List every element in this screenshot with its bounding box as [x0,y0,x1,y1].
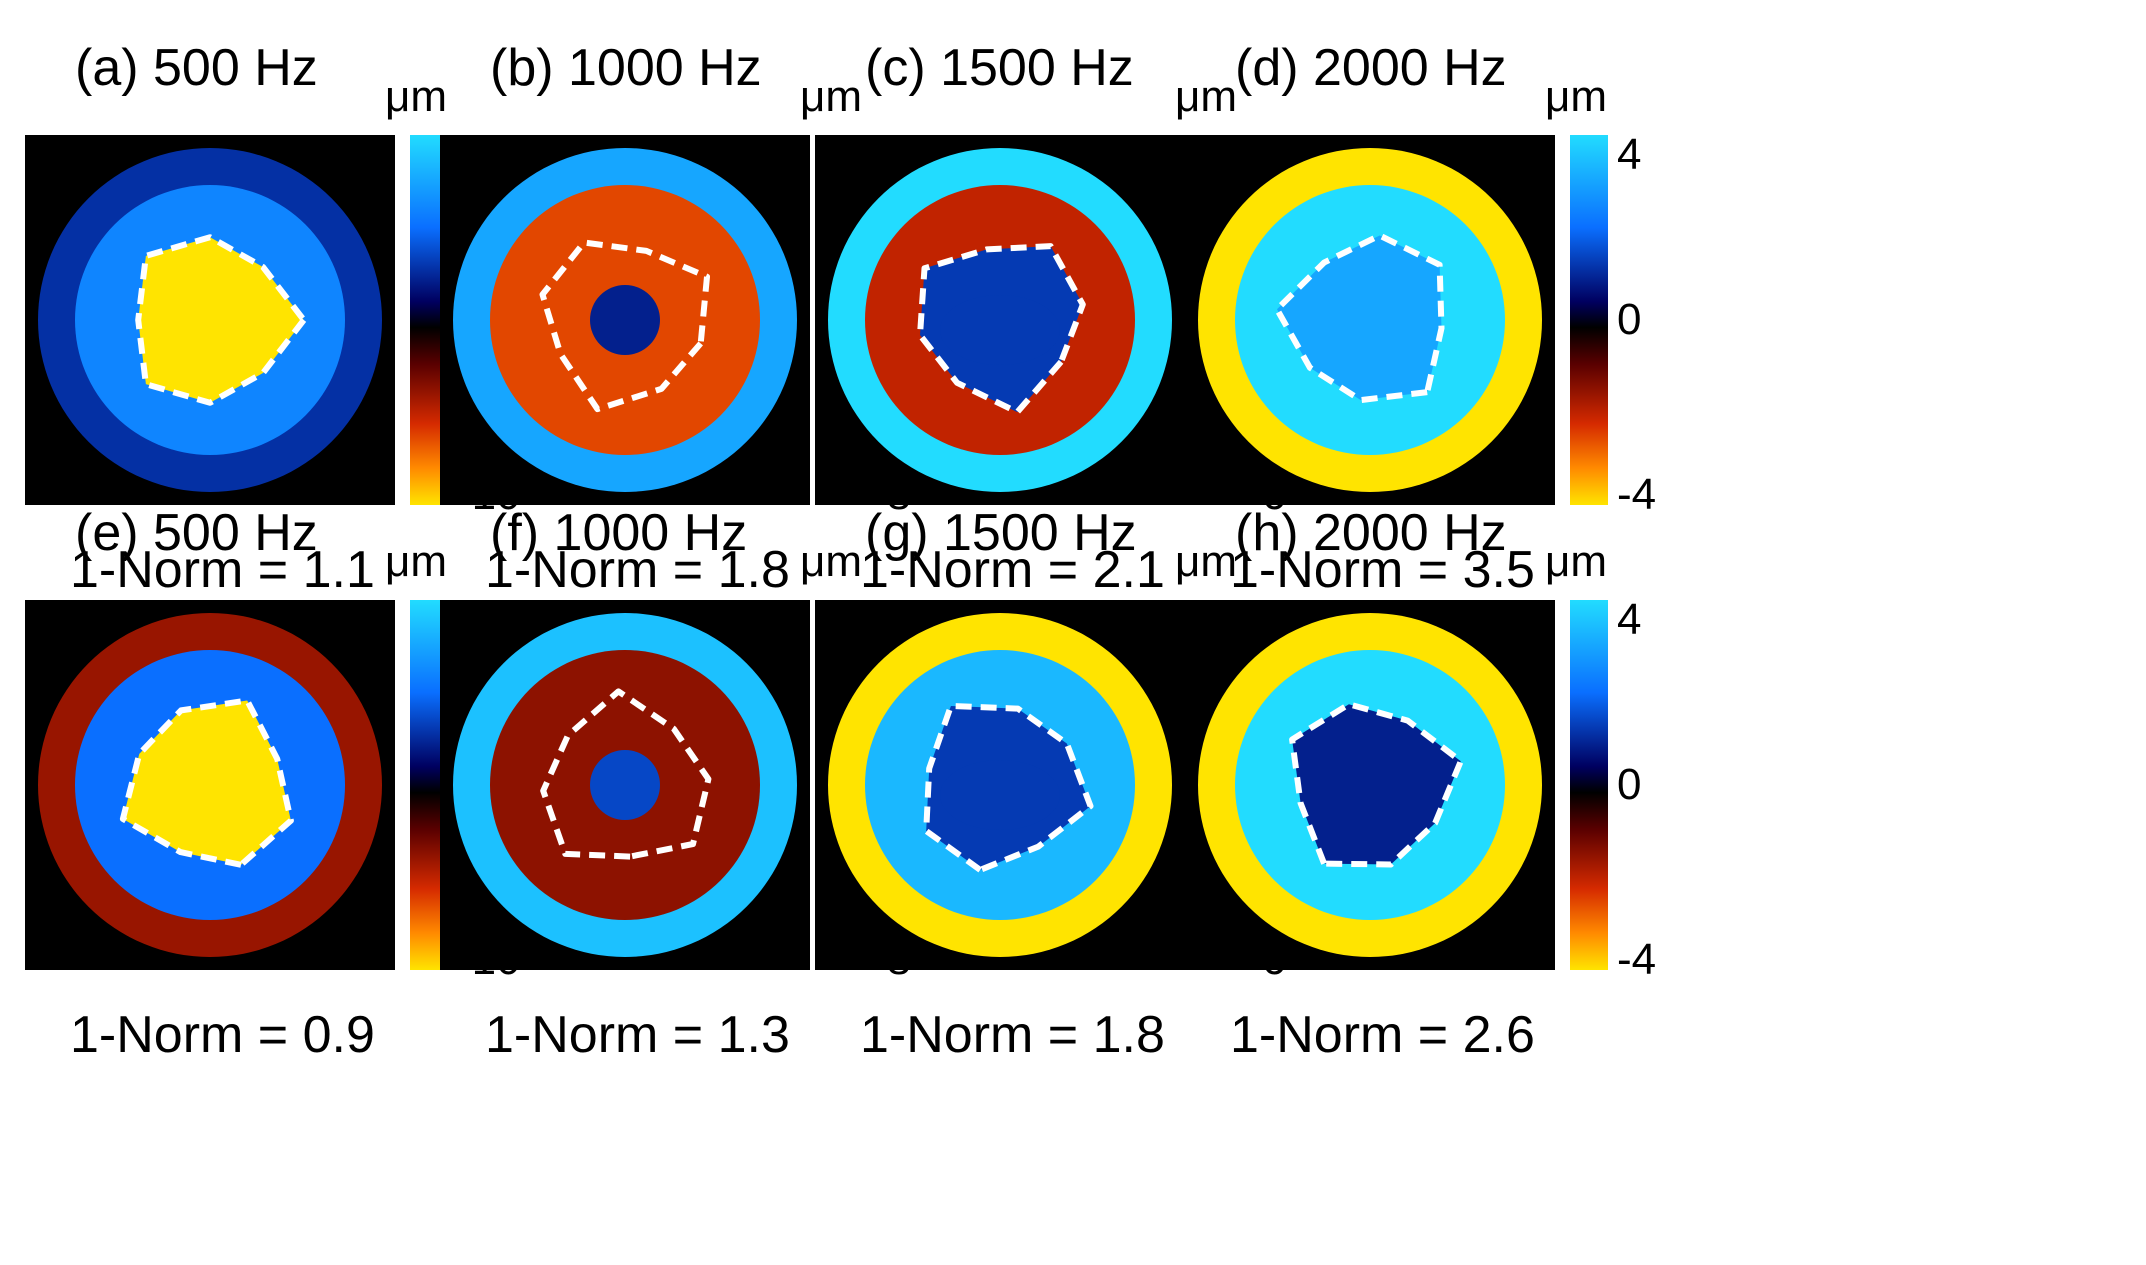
center-hole [590,750,660,820]
norm-label: 1-Norm = 2.6 [1230,1006,1535,1064]
heatmap [25,600,395,970]
colorbar-tick: 4 [1617,595,1642,644]
panel-title: (h) 2000 Hz [1235,504,1507,562]
inner-region [122,700,291,865]
dashed-boundary [923,703,1094,873]
colorbar-unit: μm [1175,537,1238,586]
panel-title: (d) 2000 Hz [1235,39,1507,97]
heatmap [440,135,810,505]
dashed-boundary [119,697,294,868]
heatmap [1185,135,1555,505]
heatmap [1185,600,1555,970]
panel-title: (c) 1500 Hz [865,39,1134,97]
colorbar-unit: μm [800,537,863,586]
panel-title: (f) 1000 Hz [490,504,748,562]
heatmap [440,600,810,970]
norm-label: 1-Norm = 3.5 [1230,541,1535,599]
colorbar-unit: μm [800,72,863,121]
panel-title: (e) 500 Hz [75,504,318,562]
norm-label: 1-Norm = 1.8 [860,1006,1165,1064]
norm-label: 1-Norm = 1.8 [485,541,790,599]
colorbar-unit: μm [385,72,448,121]
colorbar-tick: 0 [1617,760,1642,809]
colorbar-unit: μm [1545,72,1608,121]
norm-label: 1-Norm = 1.1 [70,541,375,599]
norm-label: 1-Norm = 2.1 [860,541,1165,599]
center-spot [940,760,1060,830]
panel-title: (a) 500 Hz [75,39,318,97]
panel-c: (c) 1500 Hzμm60-61-Norm = 2.1 [805,0,1325,600]
inner-region [138,237,304,403]
colorbar-unit: μm [1545,537,1608,586]
dashed-boundary [539,239,710,413]
colorbar [1570,135,1608,505]
inner-region [1277,235,1442,401]
panel-b: (b) 1000 Hzμm80-81-Norm = 1.8 [430,0,950,600]
colorbar-tick: 4 [1617,130,1642,179]
heatmap [815,135,1185,505]
colorbar-unit: μm [385,537,448,586]
colorbar-tick: -4 [1617,470,1657,519]
panel-d: (d) 2000 Hz μm 4 0 -4 1-Norm = 3.5 [1175,0,1695,600]
heatmap [815,600,1185,970]
norm-label: 1-Norm = 1.3 [485,1006,790,1064]
colorbar-unit: μm [1175,72,1238,121]
colorbar-tick: 0 [1617,295,1642,344]
panel-title: (g) 1500 Hz [865,504,1137,562]
heatmap [25,135,395,505]
dashed-boundary [540,688,712,860]
center-hole [590,285,660,355]
dashed-boundary [917,243,1086,416]
dashed-boundary [1289,701,1464,868]
dashed-boundary [135,234,307,406]
panel-g: (g) 1500 Hzμm60-61-Norm = 1.8 [805,465,1325,1065]
center-spot [940,295,1060,365]
colorbar [1570,600,1608,970]
panel-h: (h) 2000 Hz μm 4 0 -4 1-Norm = 2.6 [1175,465,1695,1065]
panel-title: (b) 1000 Hz [490,39,762,97]
colorbar-tick: -4 [1617,935,1657,984]
inner-region [1292,704,1461,865]
dashed-boundary [1274,232,1445,404]
norm-label: 1-Norm = 0.9 [70,1006,375,1064]
